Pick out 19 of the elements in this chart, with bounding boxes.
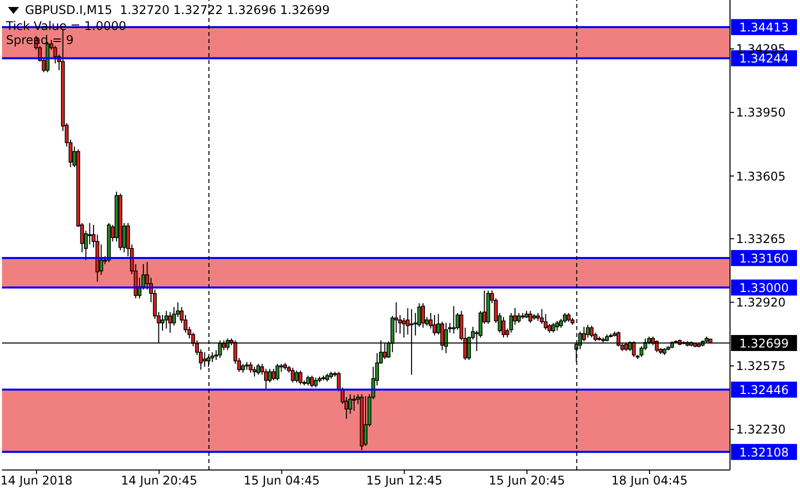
ref-line-label: 1.33160 (739, 252, 789, 266)
y-tick-label: 1.32230 (736, 422, 786, 437)
x-tick-label: 15 Jun 20:45 (488, 474, 566, 488)
ref-line-label: 1.33000 (739, 281, 789, 296)
chart-title: GBPUSD.I,M15 1.32720 1.32722 1.32696 1.32699 (25, 3, 330, 17)
y-tick-label: 1.33605 (736, 169, 786, 184)
ref-line-label: 1.34413 (739, 20, 789, 35)
y-tick-label: 1.33265 (736, 232, 786, 246)
ref-line-label: 1.32446 (739, 383, 789, 398)
y-tick-label: 1.32575 (736, 359, 786, 374)
x-tick-label: 18 Jun 04:45 (611, 474, 688, 488)
y-tick-label: 1.32920 (736, 296, 786, 310)
y-tick-label: 1.33950 (736, 106, 786, 120)
x-tick-label: 15 Jun 04:45 (244, 474, 320, 488)
ref-line-label: 1.32699 (739, 336, 789, 351)
x-tick-label: 14 Jun 2018 (0, 474, 73, 488)
ref-line-label: 1.32108 (739, 445, 789, 460)
x-tick-label: 15 Jun 12:45 (366, 474, 442, 488)
x-tick-label: 14 Jun 20:45 (120, 474, 198, 488)
